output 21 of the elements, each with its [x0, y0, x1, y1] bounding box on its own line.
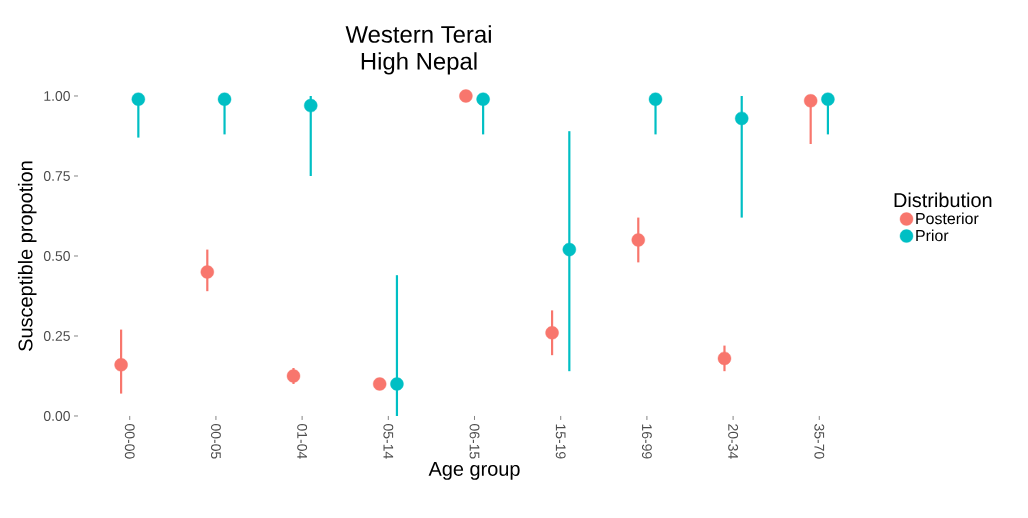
x-axis-title: Age group: [428, 462, 520, 480]
y-tick-label: 0.25: [43, 331, 70, 341]
x-tick-label: 16-99: [641, 424, 652, 459]
legend-label: Prior: [916, 229, 949, 242]
legend-title: Distribution: [894, 192, 992, 208]
x-tick-label: 20-34: [728, 424, 739, 459]
y-tick-label: 0.00: [43, 411, 70, 421]
chart-subtitle: High Nepal: [361, 52, 477, 75]
y-axis-title: Susceptible propotion: [17, 161, 37, 351]
x-tick-label: 05-14: [383, 424, 394, 459]
x-tick-label: 35-70: [814, 424, 825, 459]
x-tick-label: 00-05: [210, 424, 221, 459]
y-tick-label: 0.75: [43, 171, 70, 181]
x-tick-label: 00-00: [124, 424, 135, 459]
x-tick-label: 06-15: [469, 424, 480, 459]
x-tick-label: 01-04: [297, 424, 308, 459]
x-tick-label: 15-19: [555, 424, 566, 459]
y-tick-label: 1.00: [44, 91, 70, 101]
legend-label: Posterior: [916, 212, 979, 225]
chart-title: Western Terai: [345, 25, 491, 43]
y-tick-label: 0.50: [43, 251, 70, 261]
